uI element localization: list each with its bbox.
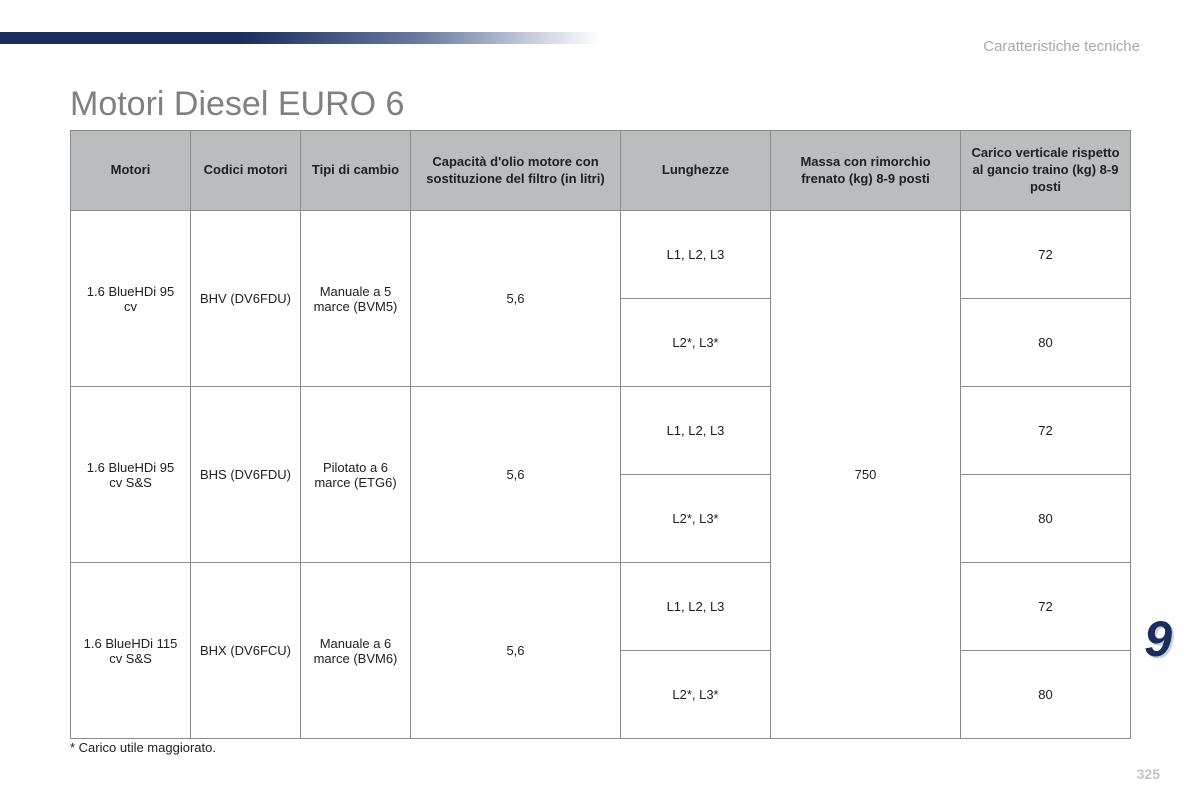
cell-oil: 5,6	[411, 563, 621, 739]
cell-length: L2*, L3*	[621, 299, 771, 387]
spec-table-container: Motori Codici motori Tipi di cambio Capa…	[70, 130, 1130, 739]
cell-oil: 5,6	[411, 387, 621, 563]
chapter-number: 9	[1144, 610, 1172, 668]
cell-length: L2*, L3*	[621, 651, 771, 739]
section-label: Caratteristiche tecniche	[983, 38, 1140, 55]
cell-load: 80	[961, 651, 1131, 739]
footnote: * Carico utile maggiorato.	[70, 740, 216, 755]
table-row: 1.6 BlueHDi 115 cv S&S BHX (DV6FCU) Manu…	[71, 563, 1131, 651]
table-row: 1.6 BlueHDi 95 cv S&S BHS (DV6FDU) Pilot…	[71, 387, 1131, 475]
cell-braked-mass: 750	[771, 211, 961, 739]
cell-length: L1, L2, L3	[621, 387, 771, 475]
spec-table: Motori Codici motori Tipi di cambio Capa…	[70, 130, 1131, 739]
cell-code: BHV (DV6FDU)	[191, 211, 301, 387]
col-motori: Motori	[71, 131, 191, 211]
table-row: 1.6 BlueHDi 95 cv BHV (DV6FDU) Manuale a…	[71, 211, 1131, 299]
cell-gearbox: Manuale a 5 marce (BVM5)	[301, 211, 411, 387]
col-codici: Codici motori	[191, 131, 301, 211]
cell-load: 72	[961, 387, 1131, 475]
cell-load: 80	[961, 475, 1131, 563]
cell-length: L1, L2, L3	[621, 563, 771, 651]
col-olio: Capacità d'olio motore con sostituzione …	[411, 131, 621, 211]
col-massa: Massa con rimorchio frenato (kg) 8-9 pos…	[771, 131, 961, 211]
col-carico: Carico verticale rispetto al gancio trai…	[961, 131, 1131, 211]
header-gradient-bar	[0, 32, 600, 44]
cell-length: L2*, L3*	[621, 475, 771, 563]
cell-motor: 1.6 BlueHDi 115 cv S&S	[71, 563, 191, 739]
cell-code: BHX (DV6FCU)	[191, 563, 301, 739]
cell-load: 80	[961, 299, 1131, 387]
cell-motor: 1.6 BlueHDi 95 cv	[71, 211, 191, 387]
cell-gearbox: Manuale a 6 marce (BVM6)	[301, 563, 411, 739]
cell-load: 72	[961, 563, 1131, 651]
cell-load: 72	[961, 211, 1131, 299]
page-number: 325	[1137, 766, 1160, 782]
cell-length: L1, L2, L3	[621, 211, 771, 299]
col-cambio: Tipi di cambio	[301, 131, 411, 211]
col-lunghezze: Lunghezze	[621, 131, 771, 211]
cell-gearbox: Pilotato a 6 marce (ETG6)	[301, 387, 411, 563]
cell-code: BHS (DV6FDU)	[191, 387, 301, 563]
page-title: Motori Diesel EURO 6	[70, 85, 404, 124]
cell-oil: 5,6	[411, 211, 621, 387]
table-header-row: Motori Codici motori Tipi di cambio Capa…	[71, 131, 1131, 211]
cell-motor: 1.6 BlueHDi 95 cv S&S	[71, 387, 191, 563]
